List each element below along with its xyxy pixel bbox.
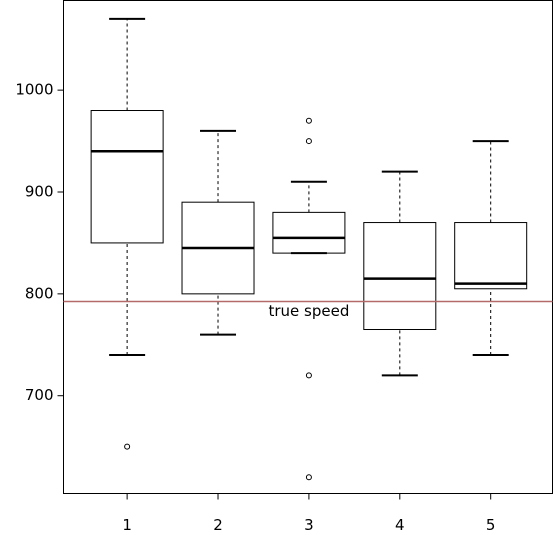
box xyxy=(90,110,164,244)
outlier xyxy=(305,372,312,379)
box xyxy=(363,222,437,331)
outlier xyxy=(305,117,312,124)
outlier xyxy=(124,443,131,450)
x-tick-label: 3 xyxy=(304,516,314,534)
y-tick-label: 1000 xyxy=(15,81,53,99)
y-tick-label: 700 xyxy=(25,386,54,404)
box xyxy=(454,222,528,290)
reference-label: true speed xyxy=(268,302,349,320)
plot-frame xyxy=(63,0,553,494)
x-tick-label: 2 xyxy=(213,516,223,534)
outlier xyxy=(305,474,312,481)
y-tick-label: 800 xyxy=(25,284,54,302)
x-tick-label: 4 xyxy=(395,516,405,534)
outlier xyxy=(305,138,312,145)
y-tick-label: 900 xyxy=(25,182,54,200)
x-tick-label: 1 xyxy=(122,516,132,534)
x-tick-label: 5 xyxy=(486,516,496,534)
box xyxy=(272,211,346,254)
